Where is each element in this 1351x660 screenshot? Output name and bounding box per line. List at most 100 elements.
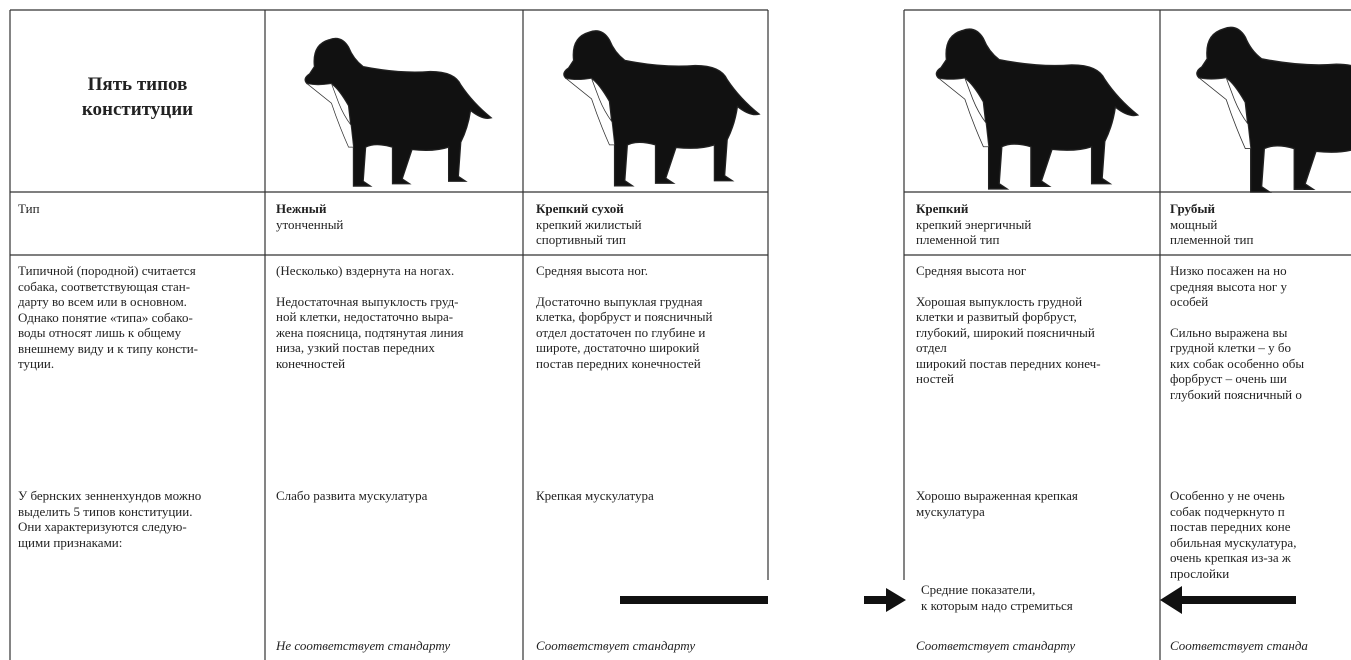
muscle-cell: У бернских зенненхундов можно выделить 5 …: [18, 488, 260, 550]
text-line: воды относят лишь к общему: [18, 325, 182, 340]
text-line: ких собак особенно обы: [1170, 355, 1305, 371]
type-line: Крепкий сухой: [536, 201, 624, 216]
text-line: особей: [1170, 294, 1209, 309]
dog-illustration: [304, 37, 492, 187]
text-line: выделить 5 типов конституции.: [18, 503, 193, 519]
type-line: Грубый: [1170, 201, 1215, 216]
text-line: прослойки: [1170, 565, 1230, 581]
text-line: Особенно у не очень: [1170, 488, 1285, 503]
text-line: постав передних конечностей: [536, 355, 701, 371]
type-line: спортивный тип: [536, 232, 626, 247]
text-line: Хорошо выраженная крепкая: [916, 488, 1078, 503]
type-cell: Нежный утонченный: [276, 201, 518, 232]
text-line: Средняя высота ног.: [536, 263, 648, 278]
dog-illustration: [563, 30, 760, 187]
standard-note: Соответствует стандарту: [916, 638, 1076, 653]
type-line: Крепкий: [916, 201, 969, 216]
text-line: низа, узкий постав передних: [276, 340, 435, 355]
type-cell: Тип: [18, 201, 260, 217]
text-line: Хорошая выпуклость грудной: [916, 293, 1083, 309]
text-line: ностей: [916, 371, 954, 386]
text-line: отдел достаточен по глубине и: [536, 324, 706, 340]
type-cell: Крепкий сухой крепкий жилистый спортивный …: [536, 201, 762, 248]
text-line: собак подчеркнуто п: [1170, 503, 1285, 519]
text-line: Они характеризуются следую-: [18, 519, 187, 534]
arrow-line: [620, 596, 768, 604]
text-line: Низко посажен на но: [1170, 263, 1287, 278]
text-line: Слабо развита мускулатура: [276, 488, 428, 503]
text-line: Типичной (породной) считается: [18, 263, 196, 278]
muscle-cell: Особенно у не очень собак подчеркнуто п по…: [1170, 488, 1351, 581]
type-line: крепкий жилистый: [536, 216, 642, 232]
paragraph: Средняя высота ног: [916, 263, 1156, 279]
type-line: племенной тип: [916, 232, 1000, 247]
standard-note: Соответствует стандарту: [536, 638, 696, 653]
text-line: широкий постав передних конеч-: [916, 355, 1101, 371]
text-line: собака, соответствующая стан-: [18, 278, 191, 294]
paragraph: Достаточно выпуклая грудная клетка, форбр…: [536, 294, 762, 372]
type-line: крепкий энергичный: [916, 216, 1032, 232]
table-title: Пять типов конституции: [10, 72, 265, 122]
text-line: широте, достаточно широкий: [536, 340, 700, 355]
arrow: [864, 588, 906, 612]
text-line: жена поясница, подтянутая линия: [276, 324, 464, 340]
text-line: туции.: [18, 356, 55, 371]
text-line: Сильно выражена вы: [1170, 324, 1288, 340]
text-line: клетки и развитый форбруст,: [916, 309, 1077, 324]
description-cell: Средняя высота ног. Достаточно выпуклая г…: [536, 263, 762, 371]
text-line: мускулатура: [916, 503, 985, 519]
text-line: внешнему виду и к типу консти-: [18, 340, 199, 356]
text-line: щими признаками:: [18, 534, 123, 550]
text-line: Достаточно выпуклая грудная: [536, 293, 703, 309]
text-line: отдел: [916, 340, 947, 355]
arrow: [1160, 586, 1296, 614]
text-line: ной клетки, недостаточно выра-: [276, 309, 454, 324]
type-line: Тип: [18, 201, 40, 216]
muscle-cell: Хорошо выраженная крепкая мускулатура: [916, 488, 1156, 519]
text-line: форбруст – очень ши: [1170, 371, 1287, 386]
text-line: Средняя высота ног: [916, 263, 1027, 278]
text-line: У бернских зенненхундов можно: [18, 488, 202, 503]
paragraph: Хорошая выпуклость грудной клетки и разви…: [916, 294, 1156, 387]
muscle-cell: Слабо развита мускулатура: [276, 488, 518, 504]
text-line: обильная мускулатура,: [1170, 534, 1297, 550]
paragraph: Средняя высота ног.: [536, 263, 762, 279]
description-cell: (Несколько) вздернута на ногах. Недостато…: [276, 263, 518, 371]
paragraph: Недостаточная выпуклость груд-ной клетки…: [276, 294, 518, 372]
dog-illustration: [935, 28, 1139, 190]
text-line: Крепкая мускулатура: [536, 488, 654, 503]
paragraph: Типичной (породной) считается собака, соо…: [18, 263, 260, 372]
text-line: Однако понятие «типа» собако-: [18, 309, 193, 325]
paragraph: Сильно выражена вы грудной клетки – у бо к…: [1170, 325, 1351, 403]
description-cell: Типичной (породной) считается собака, соо…: [18, 263, 260, 372]
title-line: Пять типов: [87, 74, 188, 95]
note-line: к которым надо стремиться: [921, 597, 1073, 613]
text-line: глубокий, широкий поясничный: [916, 324, 1095, 340]
text-line: глубокий поясничный о: [1170, 386, 1302, 402]
standard-note: Не соответствует стандарту: [276, 638, 451, 653]
text-line: постав передних коне: [1170, 519, 1291, 534]
title-line: конституции: [81, 99, 194, 120]
note-line: Средние показатели,: [921, 582, 1036, 597]
note: Средние показатели, к которым надо стрем…: [921, 582, 1073, 613]
dog-illustration: [1196, 26, 1351, 193]
standard-note: Соответствует станда: [1170, 638, 1308, 653]
text-line: конечностей: [276, 355, 346, 371]
text-line: дарту во всем или в основном.: [18, 294, 187, 309]
text-line: средняя высота ног у: [1170, 278, 1288, 294]
type-line: утонченный: [276, 216, 344, 232]
text-line: клетка, форбруст и поясничный: [536, 309, 713, 324]
type-cell: Крепкий крепкий энергичный племенной тип: [916, 201, 1156, 248]
text-line: грудной клетки – у бо: [1170, 340, 1292, 355]
paragraph: (Несколько) вздернута на ногах.: [276, 263, 518, 279]
type-line: племенной тип: [1170, 232, 1254, 247]
type-cell: Грубый мощный племенной тип: [1170, 201, 1351, 248]
text-line: (Несколько) вздернута на ногах.: [276, 263, 455, 278]
muscle-cell: Крепкая мускулатура: [536, 488, 762, 504]
text-line: Недостаточная выпуклость груд-: [276, 293, 459, 309]
text-line: очень крепкая из-за ж: [1170, 550, 1291, 565]
